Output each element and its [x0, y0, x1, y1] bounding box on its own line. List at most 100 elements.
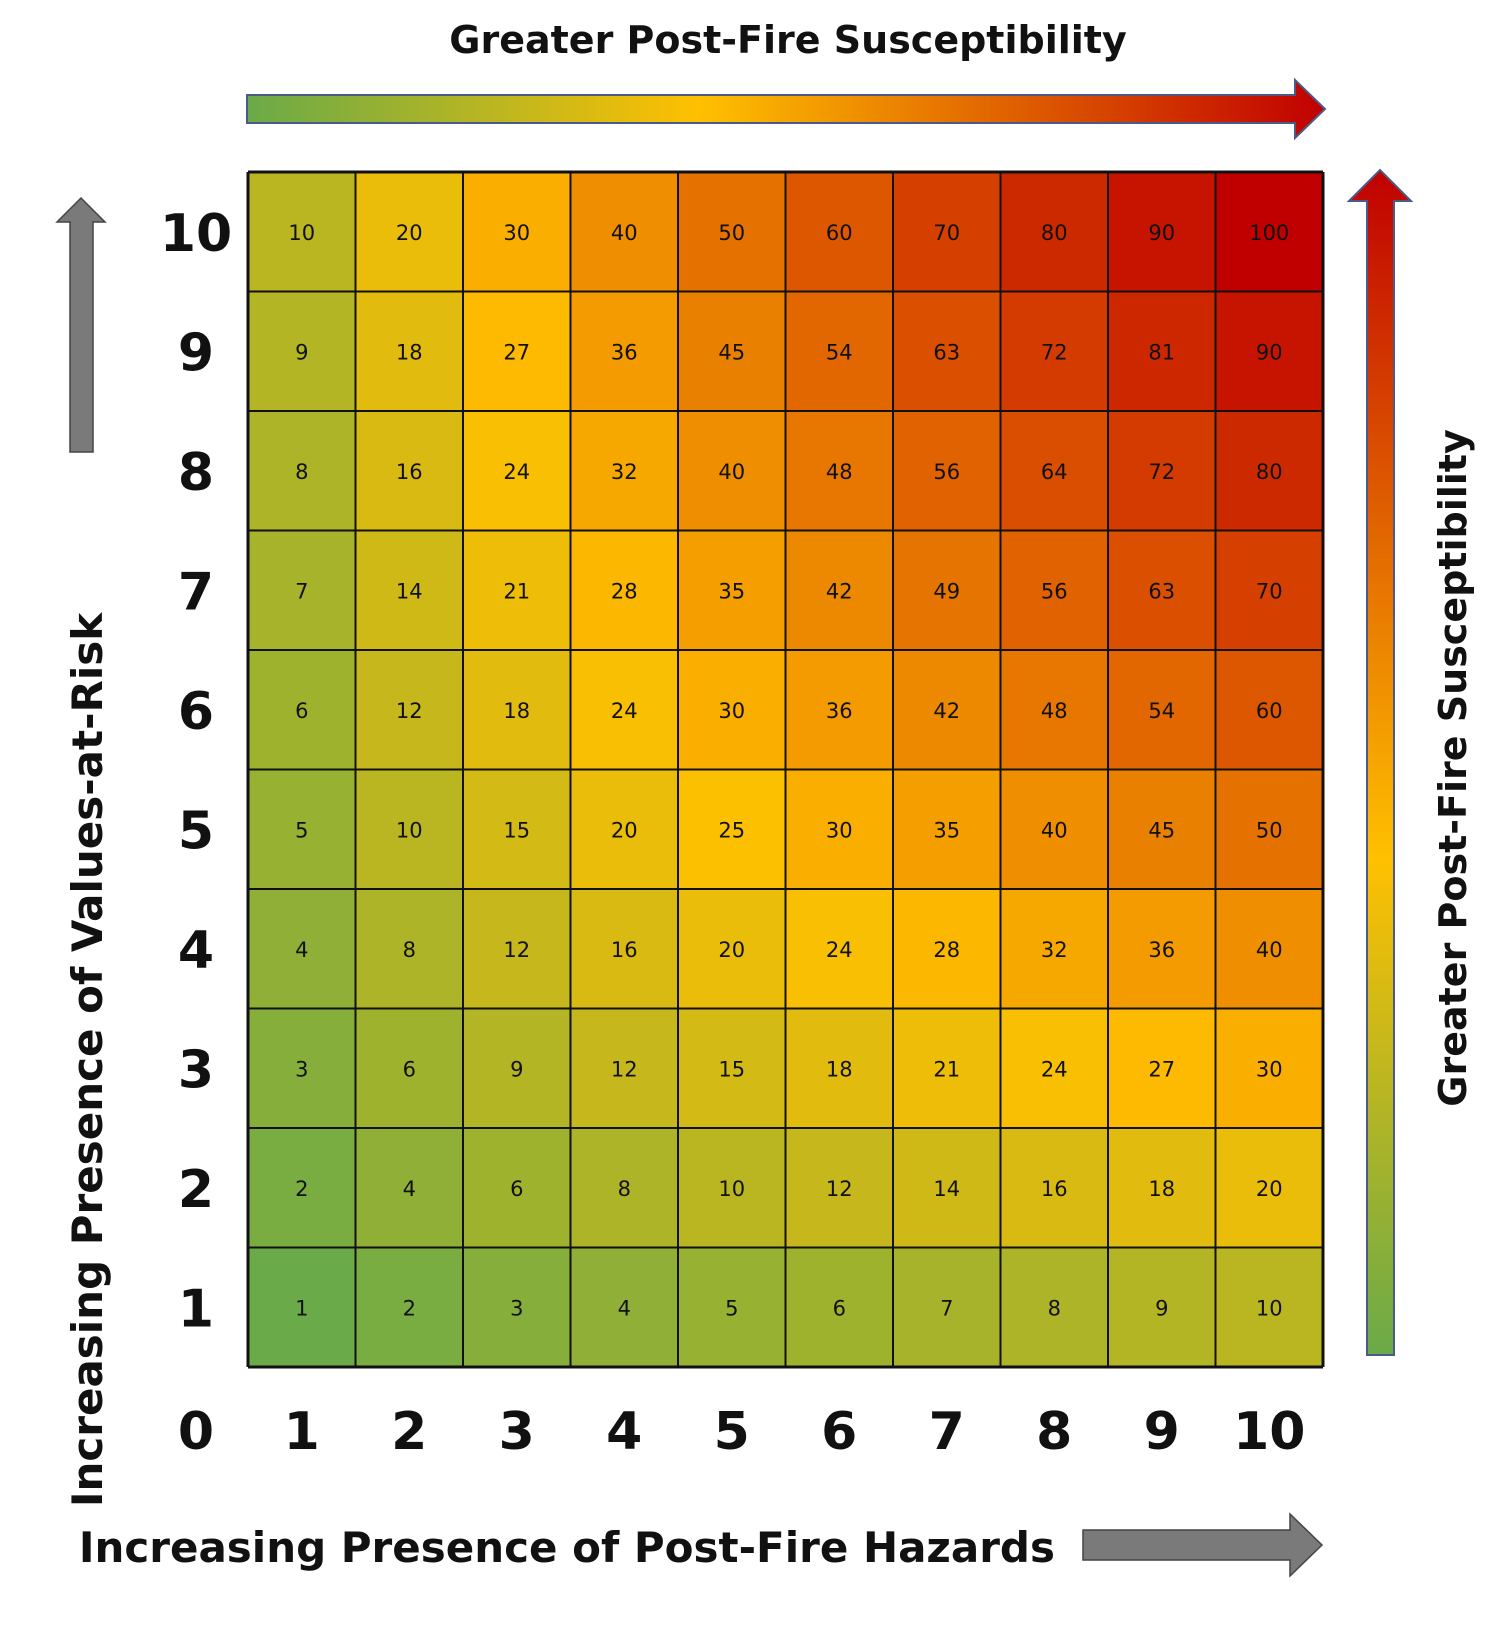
cell-value-label: 40 [1256, 938, 1283, 962]
heatmap-cell [570, 769, 678, 889]
gray-right-arrow-icon [1082, 1512, 1324, 1578]
heatmap-cell [1108, 172, 1216, 292]
x-tick-label: 4 [606, 1402, 642, 1462]
cell-value-label: 12 [826, 1177, 853, 1201]
cell-value-label: 30 [718, 699, 745, 723]
heatmap-cell [1215, 1008, 1323, 1128]
cell-value-label: 24 [611, 699, 638, 723]
heatmap-cell [463, 530, 571, 650]
cell-value-label: 60 [826, 221, 853, 245]
cell-value-label: 6 [403, 1057, 416, 1081]
heatmap-cell [1215, 1128, 1323, 1248]
cell-value-label: 12 [503, 938, 530, 962]
cell-value-label: 8 [1048, 1296, 1061, 1320]
heatmap-cell [893, 1247, 1001, 1367]
cell-value-label: 4 [403, 1177, 416, 1201]
cell-value-label: 4 [618, 1296, 631, 1320]
cell-value-label: 24 [826, 938, 853, 962]
x-tick-label: 2 [391, 1402, 427, 1462]
cell-value-label: 80 [1041, 221, 1068, 245]
cell-value-label: 10 [396, 818, 423, 842]
x-tick-label: 3 [499, 1402, 535, 1462]
cell-value-label: 32 [1041, 938, 1068, 962]
cell-value-label: 10 [718, 1177, 745, 1201]
heatmap-cell [248, 1128, 356, 1248]
heatmap-cell [1000, 1008, 1108, 1128]
heatmap-cell [570, 291, 678, 411]
gradient-right-arrow-icon [246, 77, 1327, 141]
origin-tick-label: 0 [178, 1402, 214, 1462]
cell-value-label: 42 [826, 579, 853, 603]
heatmap-cell [893, 650, 1001, 770]
cell-value-label: 6 [295, 699, 308, 723]
cell-value-label: 56 [1041, 579, 1068, 603]
y-axis-title: Increasing Presence of Values-at-Risk [63, 612, 112, 1507]
cell-value-label: 20 [396, 221, 423, 245]
heatmap-cell [355, 889, 463, 1009]
heatmap-cell [893, 411, 1001, 531]
heatmap-cell [248, 1247, 356, 1367]
heatmap-cell [1000, 172, 1108, 292]
heatmap-cell [1000, 530, 1108, 650]
heatmap-cell [463, 411, 571, 531]
heatmap-cell [893, 889, 1001, 1009]
heatmap-cell [1000, 1128, 1108, 1248]
heatmap-cell [355, 769, 463, 889]
heatmap-cell [1215, 889, 1323, 1009]
heatmap-cell [463, 1247, 571, 1367]
heatmap-cell [785, 1008, 893, 1128]
y-tick-label: 2 [178, 1160, 214, 1220]
heatmap-cell [678, 1247, 786, 1367]
cell-value-label: 54 [826, 340, 853, 364]
heatmap-cell [355, 172, 463, 292]
cell-value-label: 35 [718, 579, 745, 603]
cell-value-label: 60 [1256, 699, 1283, 723]
heatmap-cell [1108, 1128, 1216, 1248]
heatmap-cell [893, 769, 1001, 889]
heatmap-cell [570, 530, 678, 650]
gradient-up-arrow-icon [1346, 168, 1414, 1356]
heatmap-cell [355, 1128, 463, 1248]
cell-value-label: 7 [295, 579, 308, 603]
heatmap-cell [355, 1247, 463, 1367]
cell-value-label: 8 [618, 1177, 631, 1201]
cell-value-label: 18 [396, 340, 423, 364]
heatmap-cell [463, 1008, 571, 1128]
heatmap-cell [678, 530, 786, 650]
heatmap-cell [463, 291, 571, 411]
cell-value-label: 14 [933, 1177, 960, 1201]
heatmap-cell [570, 411, 678, 531]
heatmap-cell [1215, 769, 1323, 889]
heatmap-cell [678, 1008, 786, 1128]
cell-value-label: 5 [725, 1296, 738, 1320]
heatmap-cell [678, 291, 786, 411]
heatmap-cell [893, 1008, 1001, 1128]
cell-value-label: 10 [1256, 1296, 1283, 1320]
cell-value-label: 30 [826, 818, 853, 842]
heatmap-cell [785, 291, 893, 411]
heatmap-cell [1108, 889, 1216, 1009]
y-axis-ticks: 1 2 3 4 5 6 7 8 9 10 [160, 204, 232, 1340]
x-axis-ticks: 1 2 3 4 5 6 7 8 9 10 [284, 1402, 1306, 1462]
cell-value-label: 12 [611, 1057, 638, 1081]
heatmap-cell [1215, 650, 1323, 770]
heatmap-cell [570, 172, 678, 292]
cell-value-label: 8 [403, 938, 416, 962]
heatmap-cell [248, 530, 356, 650]
cell-value-label: 36 [611, 340, 638, 364]
cell-value-label: 80 [1256, 460, 1283, 484]
cell-value-label: 56 [933, 460, 960, 484]
heatmap-cell [1000, 769, 1108, 889]
heatmap-gridlines [246, 170, 1325, 1369]
cell-value-label: 12 [396, 699, 423, 723]
heatmap-cell [785, 889, 893, 1009]
x-tick-label: 5 [714, 1402, 750, 1462]
heatmap-cell [355, 1008, 463, 1128]
cell-value-label: 72 [1148, 460, 1175, 484]
cell-value-label: 6 [510, 1177, 523, 1201]
heatmap-cell [785, 650, 893, 770]
cell-value-label: 32 [611, 460, 638, 484]
x-tick-label: 10 [1233, 1402, 1305, 1462]
x-tick-label: 1 [284, 1402, 320, 1462]
cell-value-label: 16 [396, 460, 423, 484]
